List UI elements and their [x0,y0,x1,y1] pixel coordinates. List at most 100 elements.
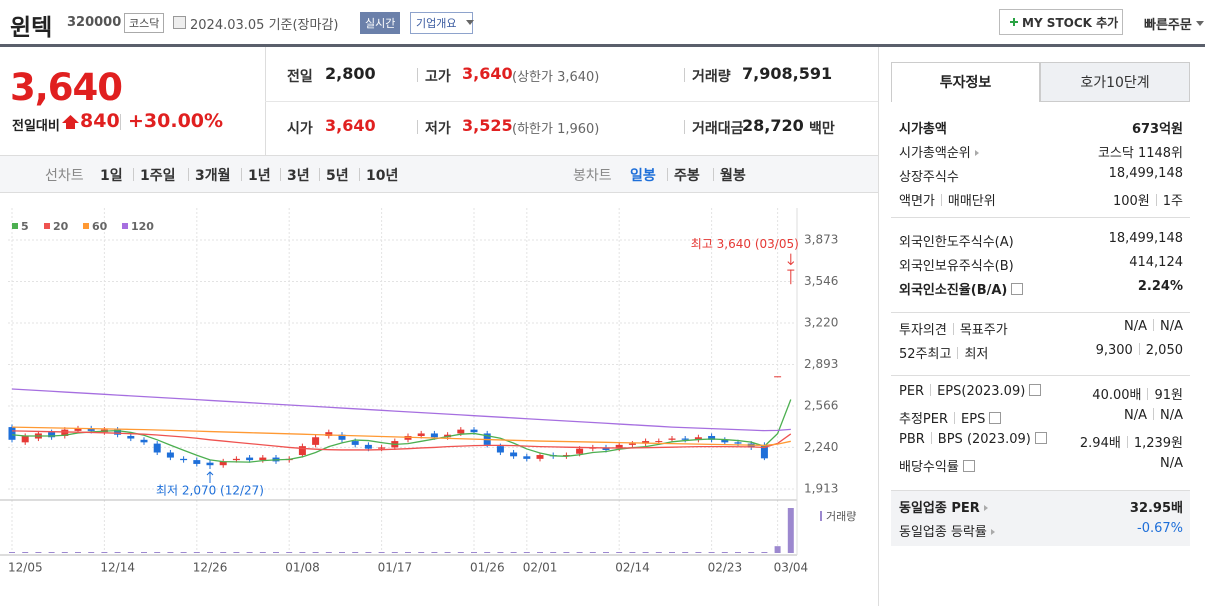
stock-name: 윈텍 [10,15,53,41]
candle-tab[interactable]: 주봉 [674,168,700,184]
candle-body [510,452,518,457]
candle-tab[interactable]: 일봉 [630,168,656,184]
value-text: N/A [1160,408,1183,423]
value-text: 40.00배 [1092,388,1142,403]
value-text: 1,239원 [1133,436,1183,451]
help-icon[interactable] [989,412,1002,424]
label-text: PER [899,384,925,399]
value-text: 673억원 [1131,122,1183,137]
help-icon[interactable] [962,460,975,472]
separator [188,168,189,181]
tab-active[interactable]: 투자정보 [891,62,1040,102]
value-text: 91원 [1154,388,1183,403]
info-label: 상장주식수 [899,166,959,185]
period-tab[interactable]: 1주일 [140,168,176,184]
quote-value: 3,640 [325,116,376,135]
period-tab[interactable]: 1일 [100,168,123,184]
candle-body [628,443,636,445]
realtime-button[interactable]: 실시간 [360,12,401,34]
label-text: 동일업종 등락률 [899,525,987,540]
candle-body [576,448,584,454]
change-amount: 840 [80,110,120,132]
info-label: 배당수익률 [899,456,975,475]
high-annotation: 최고 3,640 (03/05) [691,237,799,251]
volume-bar [88,552,95,553]
overview-dropdown[interactable]: 기업개요 [410,12,474,34]
info-value: 414,124 [1129,255,1183,270]
quote-extra: (하한가 1,960) [512,122,600,137]
label-text: 외국인보유주식수(B) [899,259,1014,274]
arrow-icon [983,505,988,511]
value-text: 100원 [1112,194,1150,209]
mystock-button[interactable]: MY STOCK 추가 [999,9,1123,35]
separator [133,168,134,181]
label-text: 동일업종 PER [899,501,980,516]
candle-body [470,429,478,433]
quote-label: 저가 [425,121,451,137]
value-text: N/A [1160,456,1183,471]
quick-order[interactable]: 빠른주문 [1144,18,1192,33]
quote-label: 전일 [287,69,313,85]
quote-unit: 백만 [809,121,835,137]
label-text: 목표주가 [959,323,1008,338]
candle-body [219,461,227,466]
group-divider [891,217,1190,218]
candle-body [642,441,650,444]
label-text: 추정PER [899,412,949,427]
info-label: 액면가 매매단위 [899,190,996,209]
header-divider [0,44,1205,47]
separator [241,168,242,181]
volume-bar [114,552,121,553]
candle-body [8,427,16,440]
period-tab[interactable]: 3년 [287,168,310,184]
period-tab[interactable]: 1년 [248,168,271,184]
volume-bar [101,552,108,553]
group-bg [891,490,1190,546]
info-value: 2.94배 1,239원 [1080,432,1183,451]
tab-border [1040,101,1190,102]
volume-bar [431,552,438,553]
volume-bar [774,546,781,553]
candle-tab[interactable]: 월봉 [720,168,746,184]
separator [684,68,685,82]
current-price: 3,640 [10,66,123,109]
candle-body [166,452,174,458]
volume-bar [497,552,504,553]
quote-extra: (상한가 3,640) [512,70,600,85]
value-text: -0.67% [1137,521,1183,536]
volume-bar [761,552,768,553]
divider [957,347,959,359]
info-label: PBR BPS (2023.09) [899,432,1047,447]
candle-body [140,439,148,443]
y-tick-label: 2,240 [804,440,838,454]
up-icon [62,115,79,129]
volume-bar [167,552,174,553]
candle-body [615,444,623,449]
divider [1126,436,1128,448]
label-text: 52주최고 [899,347,952,362]
volume-bar [523,552,530,553]
period-tab[interactable]: 5년 [326,168,349,184]
help-icon[interactable] [1034,432,1047,444]
help-icon[interactable] [1011,283,1024,295]
divider [1155,194,1157,206]
legend-label: 120 [131,220,154,233]
divider [1153,319,1154,331]
help-icon[interactable] [1029,384,1042,396]
y-tick-label: 3,873 [804,233,838,247]
volume-bar [616,552,623,553]
tab[interactable]: 호가10단계 [1040,62,1190,102]
label-text: PBR [899,432,925,447]
label-text: 액면가 [899,194,935,209]
info-value: 9,300 2,050 [1096,343,1183,358]
dropdown-arrow [466,20,474,25]
candle-body [378,447,386,449]
period-tab[interactable]: 3개월 [195,168,231,184]
candle-body [193,460,201,464]
period-tab[interactable]: 10년 [366,168,399,184]
volume-bar [418,552,425,553]
volume-bar [273,552,279,553]
candle-body [338,434,346,440]
volume-bar [642,552,649,553]
value-text: N/A [1160,319,1183,334]
